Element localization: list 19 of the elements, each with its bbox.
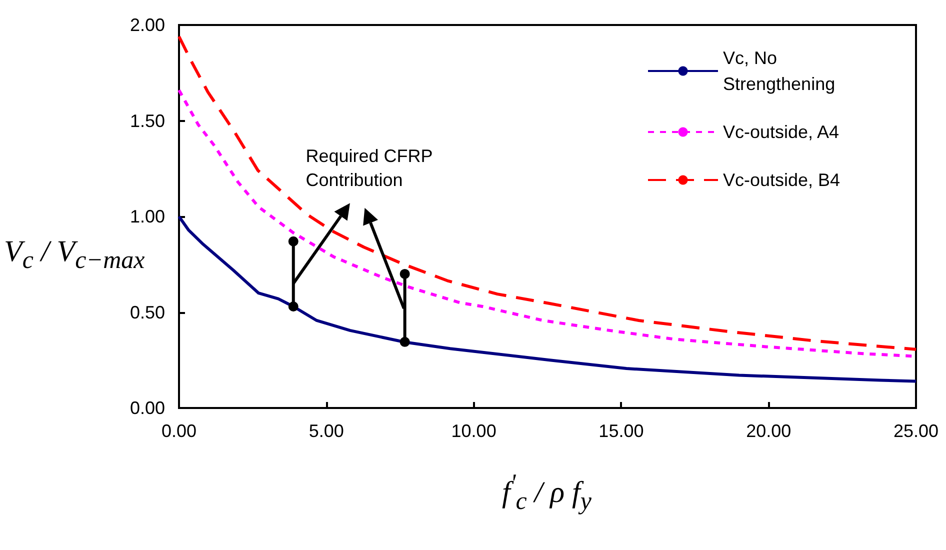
legend-label: Vc-outside, A4 (723, 122, 840, 142)
x-tick-label: 20.00 (746, 421, 792, 441)
y-tick-label: 1.50 (130, 110, 165, 131)
x-tick-label: 0.00 (161, 421, 197, 441)
x-tick-label: 15.00 (598, 421, 644, 441)
y-tick-label: 1.00 (130, 206, 165, 226)
y-tick-label: 0.50 (130, 302, 165, 322)
y-tick-label: 0.00 (130, 398, 165, 418)
y-tick-label: 2.00 (130, 15, 165, 35)
x-axis-title: f$^{'}$$_{c}$ / ρ f$_{y}$ (502, 470, 592, 516)
annotation: Required CFRP Contribution (306, 144, 434, 192)
x-tick-label: 5.00 (308, 421, 344, 441)
x-tick-label: 10.00 (451, 421, 496, 441)
legend-label: Vc-outside, B4 (723, 170, 840, 190)
line-series (178, 215, 918, 383)
x-tick-label: 25.00 (893, 421, 939, 441)
legend-label: Vc, No Strengthening (723, 48, 836, 94)
line-series (178, 34, 918, 351)
y-axis-title: V$_{c}$ / V$_{c−max}$ (4, 235, 145, 275)
